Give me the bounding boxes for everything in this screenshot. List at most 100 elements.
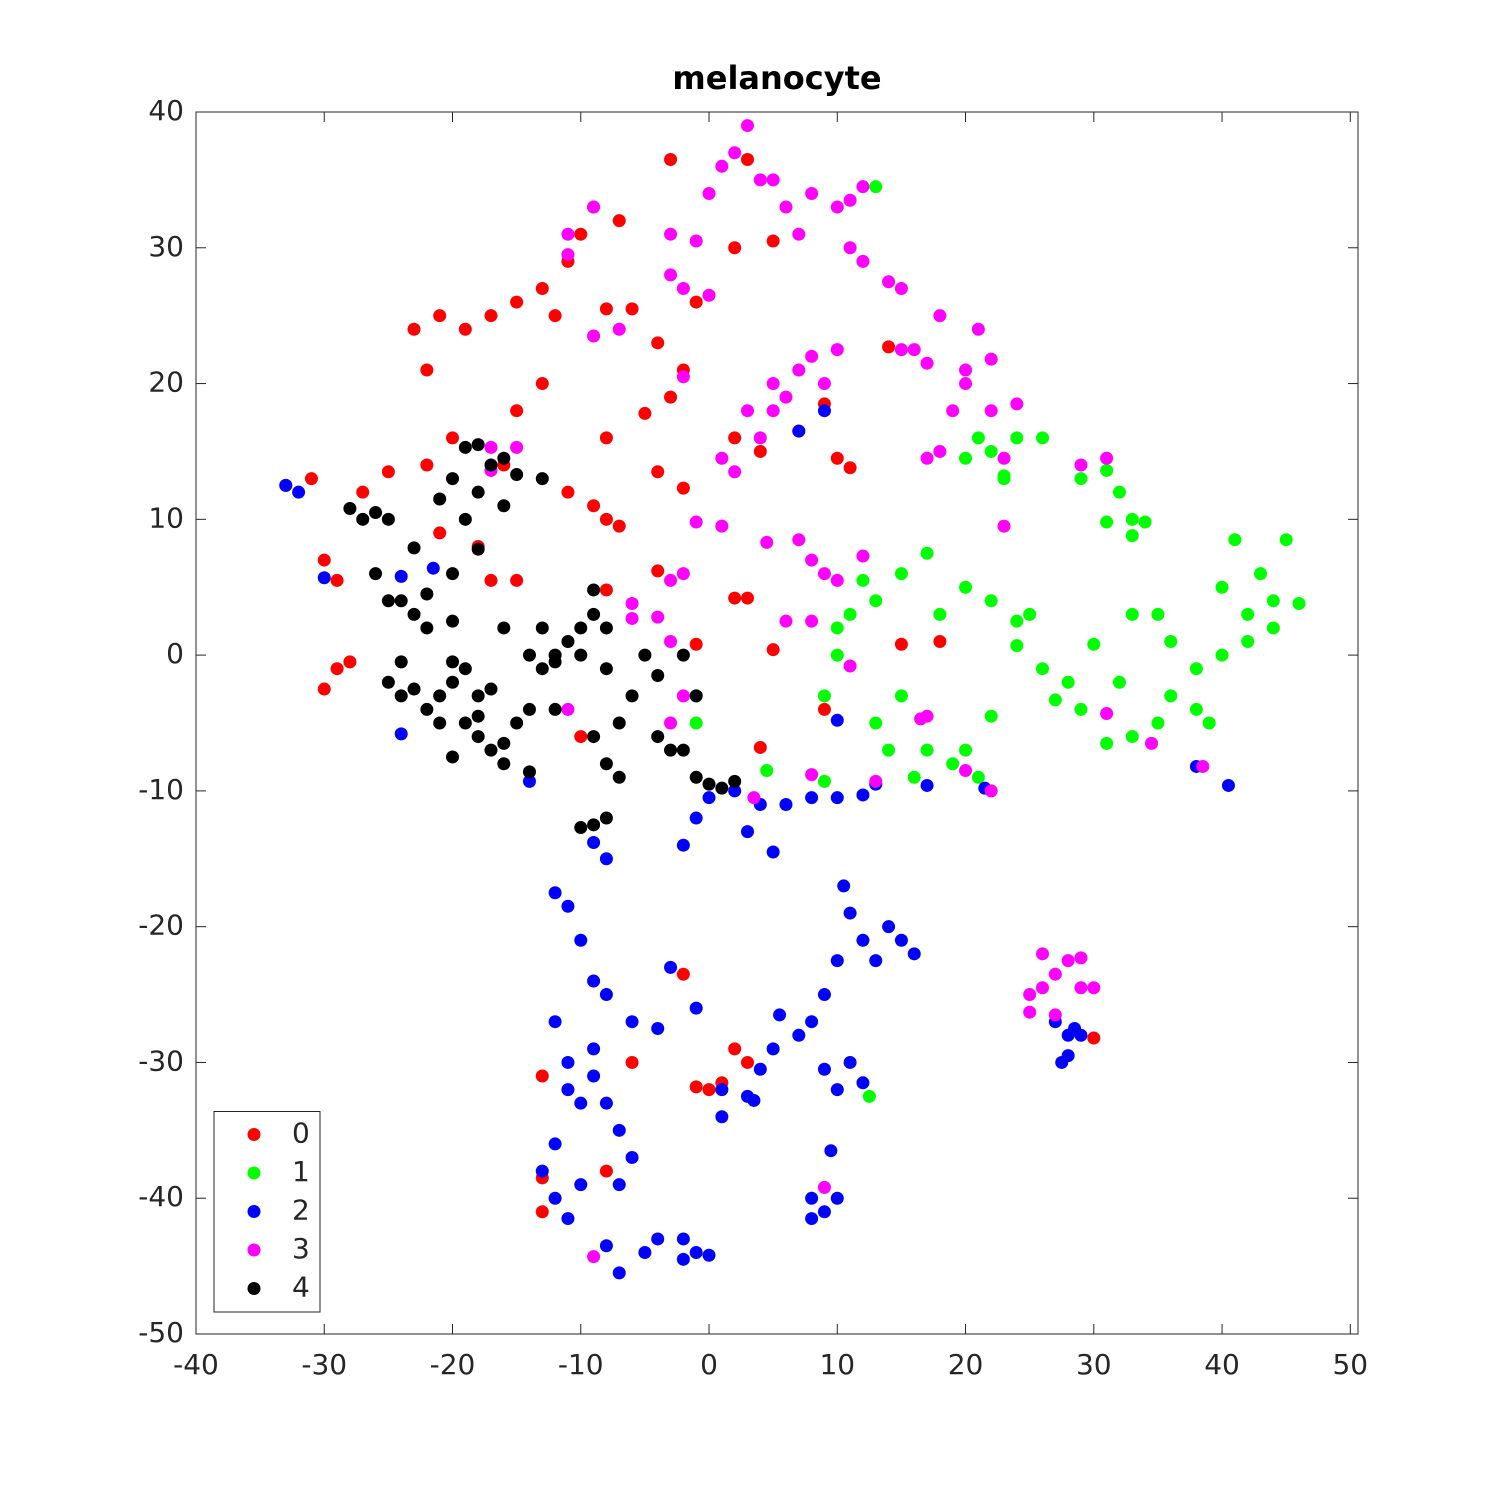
point [1023,607,1037,621]
point [1151,716,1165,730]
point [715,519,729,533]
point [894,343,908,357]
point [1125,607,1139,621]
point [458,322,472,336]
point [676,567,690,581]
point [676,1232,690,1246]
point [760,764,774,778]
x-tick-label: 40 [1204,1348,1240,1381]
point [458,716,472,730]
point [689,811,703,825]
point [1266,594,1280,608]
point [1035,431,1049,445]
point [497,736,511,750]
x-tick-label: -40 [173,1348,219,1381]
x-tick-label: -30 [301,1348,347,1381]
point [612,1123,626,1137]
point [830,954,844,968]
point [773,1008,787,1022]
y-tick-label: 40 [148,94,184,127]
point [1189,662,1203,676]
point [843,241,857,255]
point [689,1080,703,1094]
point [1023,988,1037,1002]
legend-label: 2 [292,1194,310,1227]
point [1100,706,1114,720]
point [638,648,652,662]
point [894,689,908,703]
point [702,1248,716,1262]
point [830,713,844,727]
legend-label: 4 [292,1271,310,1304]
point [497,757,511,771]
point [805,768,819,782]
point [625,1055,639,1069]
point [805,553,819,567]
point [1125,529,1139,543]
point [959,580,973,594]
point [510,573,524,587]
point [458,512,472,526]
point [548,886,562,900]
point [894,567,908,581]
point [728,591,742,605]
point [869,180,883,194]
point [599,811,613,825]
point [446,675,460,689]
point [484,440,498,454]
point [907,343,921,357]
point [446,431,460,445]
point [407,541,421,555]
point [522,765,536,779]
point [394,689,408,703]
point [1048,1008,1062,1022]
point [1215,580,1229,594]
point [753,431,767,445]
point [856,254,870,268]
point [869,774,883,788]
point [830,621,844,635]
point [920,778,934,792]
point [426,561,440,575]
point [356,485,370,499]
point [433,492,447,506]
point [1100,451,1114,465]
point [1241,607,1255,621]
point [766,377,780,391]
point [1196,759,1210,773]
point [651,465,665,479]
point [587,607,601,621]
point [676,689,690,703]
legend-marker [247,1205,261,1218]
point [458,440,472,454]
point [638,406,652,420]
point [651,1022,665,1035]
point [561,1212,575,1226]
point [484,309,498,323]
point [676,370,690,384]
point [497,451,511,465]
point [599,512,613,526]
point [343,655,357,669]
point [651,610,665,624]
point [343,501,357,515]
point [766,173,780,187]
point [792,533,806,547]
point [817,404,831,418]
point [484,743,498,757]
point [997,519,1011,533]
point [381,512,395,526]
point [933,444,947,458]
point [984,352,998,366]
point [1138,515,1152,529]
point [728,774,742,788]
point [612,716,626,730]
point [330,573,344,587]
point [407,682,421,696]
x-tick-label: -10 [558,1348,604,1381]
point [664,743,678,757]
point [920,451,934,465]
point [817,377,831,391]
point [959,764,973,778]
